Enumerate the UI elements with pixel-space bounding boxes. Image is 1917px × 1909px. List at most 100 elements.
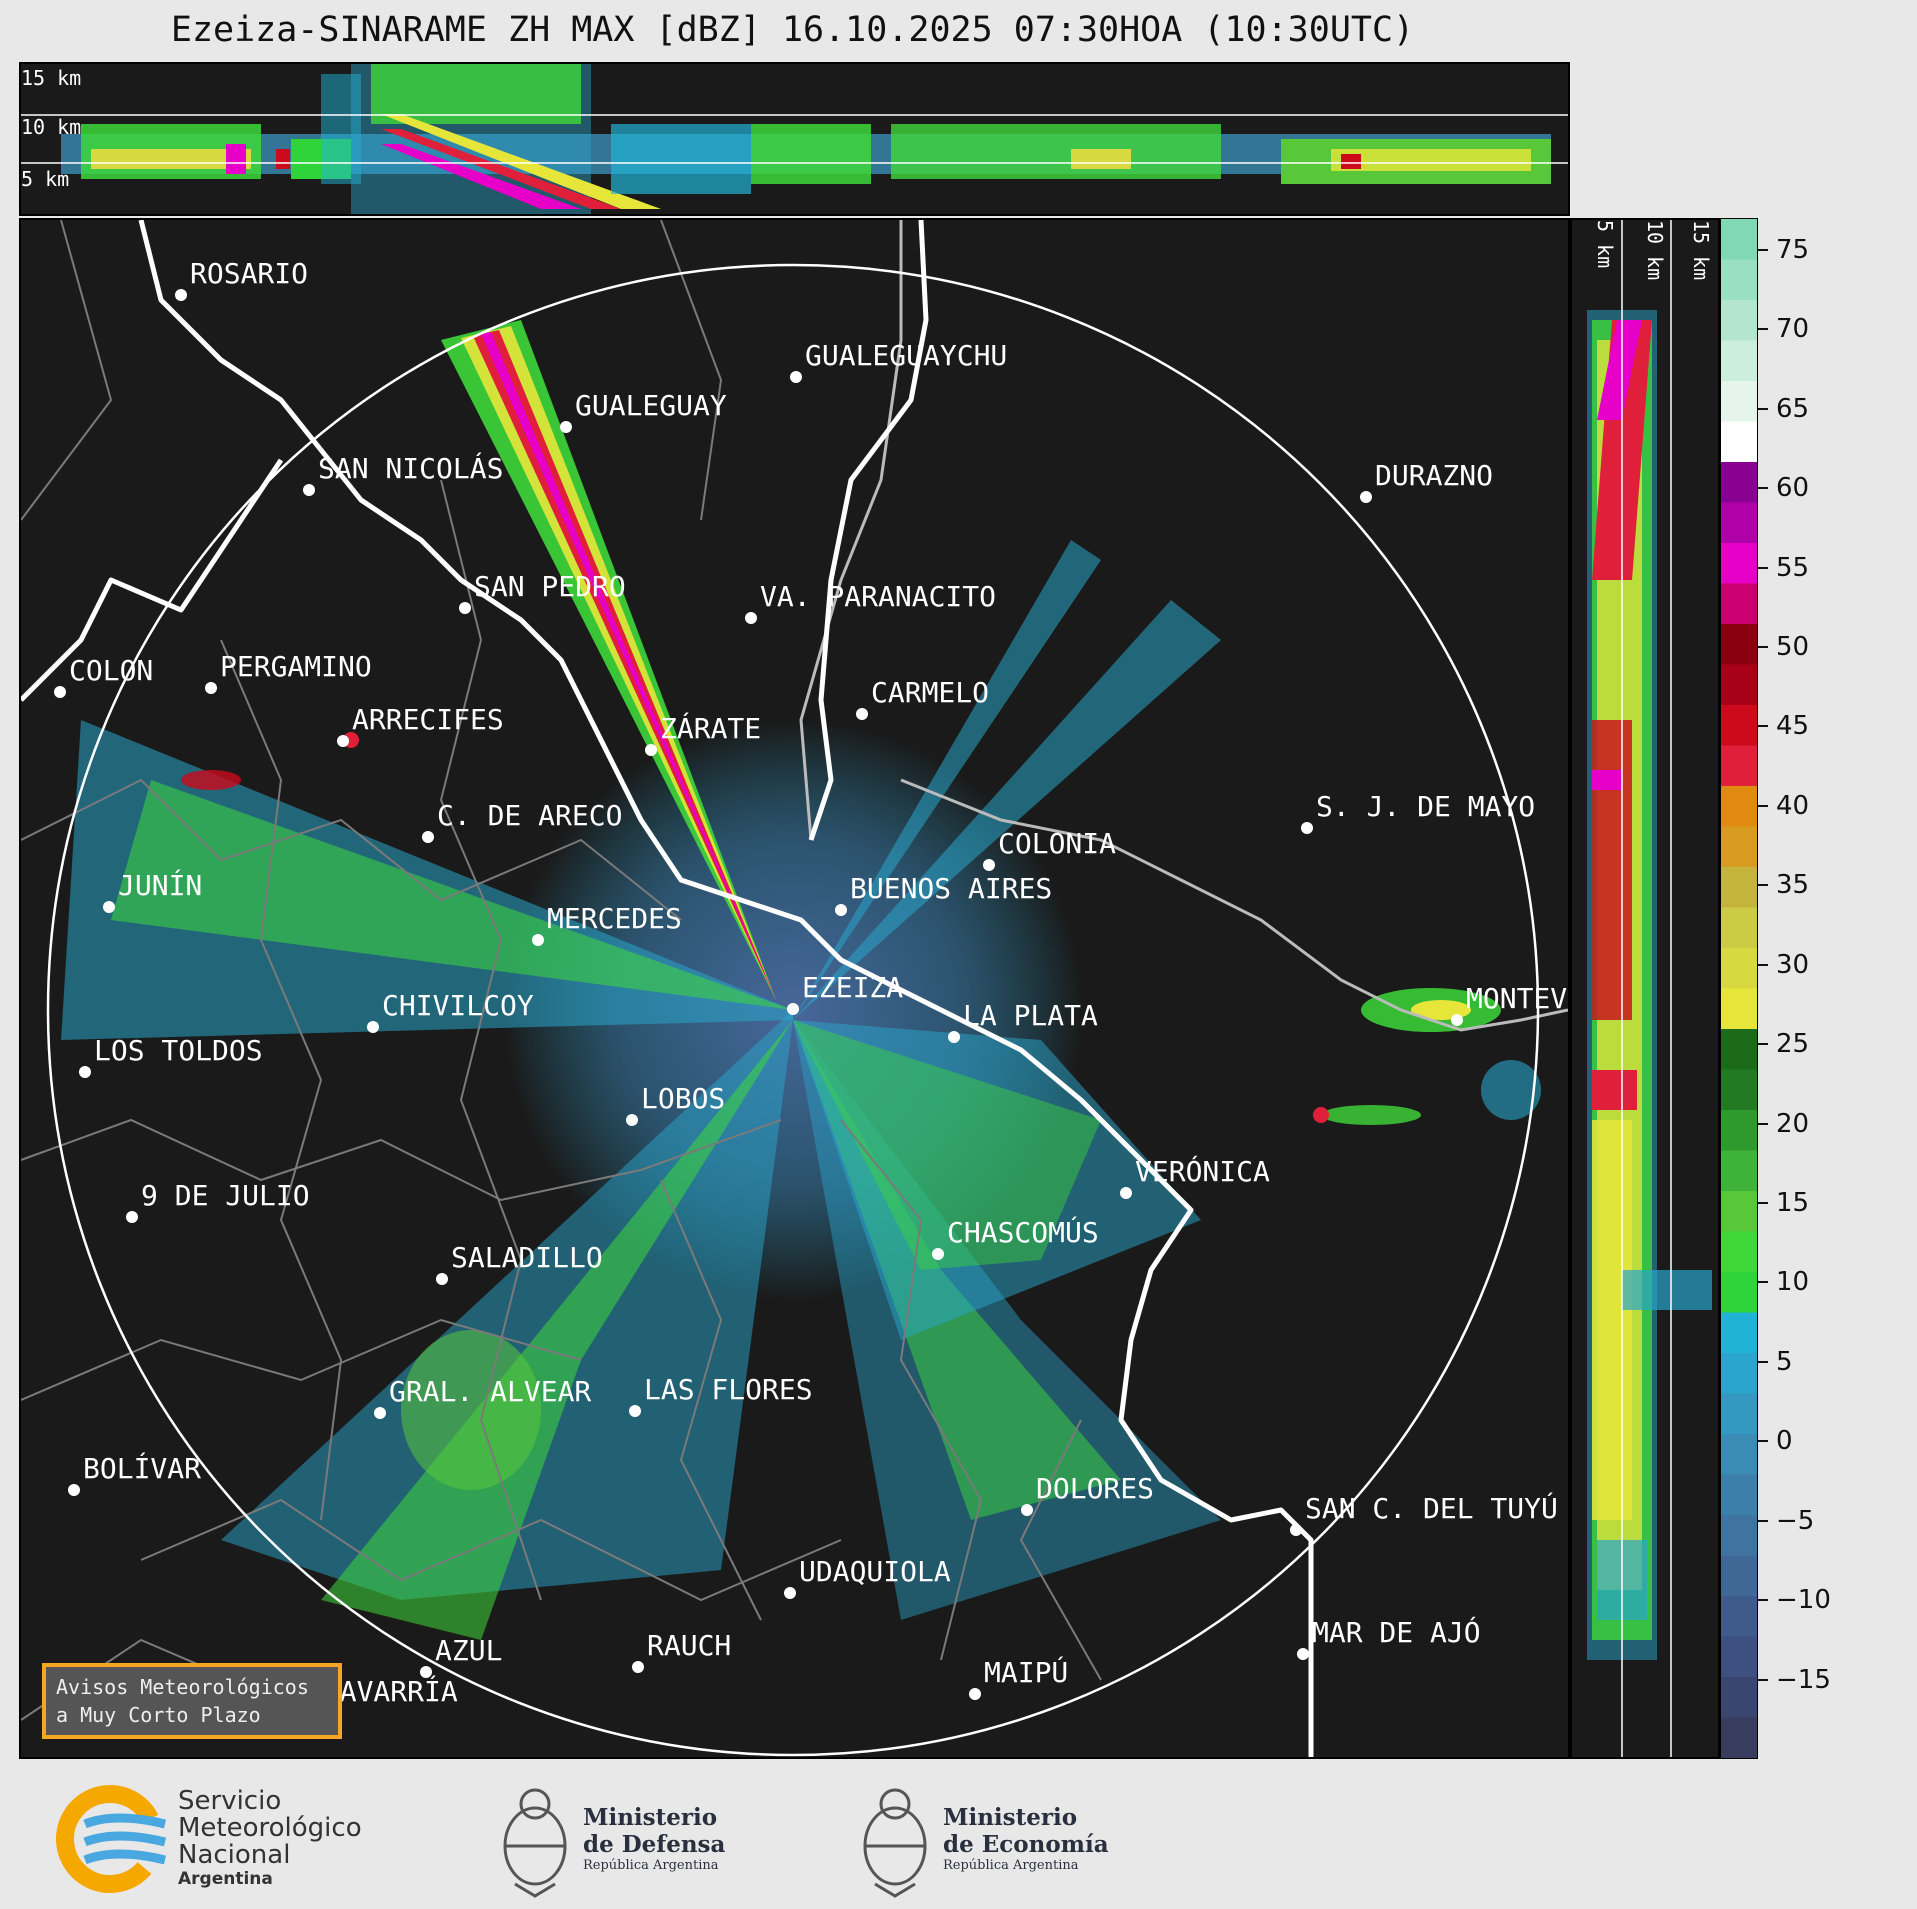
colorbar-tick-mark bbox=[1758, 963, 1768, 966]
colorbar-tick-mark bbox=[1758, 645, 1768, 648]
side-vertical-section: 5 km 10 km 15 km bbox=[1570, 218, 1720, 1759]
colorbar-tick-mark bbox=[1758, 328, 1768, 331]
top-label-10km: 10 km bbox=[21, 115, 81, 139]
side-section-plot: 5 km 10 km 15 km bbox=[1587, 220, 1713, 1757]
top-label-5km: 5 km bbox=[21, 167, 69, 191]
colorbar-tick-label: 70 bbox=[1776, 314, 1810, 345]
defensa-line2: de Defensa bbox=[583, 1831, 726, 1858]
parana-delta bbox=[799, 220, 903, 841]
city-label: LOBOS bbox=[641, 1082, 725, 1115]
colorbar-tick-label: 75 bbox=[1776, 234, 1810, 265]
colorbar-ticks: 75 70 65 60 55 50 45 40 35 30 25 20 15 10 5 0 −5 −10 −15 bbox=[1758, 218, 1908, 1759]
city-label: BOLÍVAR bbox=[83, 1451, 201, 1485]
smn-line3: Nacional bbox=[178, 1840, 291, 1870]
economia-line3: República Argentina bbox=[943, 1858, 1079, 1873]
avisos-line1: Avisos Meteorológicos bbox=[56, 1675, 309, 1699]
city-dot bbox=[629, 1405, 641, 1417]
reflectivity-field bbox=[61, 320, 1541, 1640]
city-dot bbox=[790, 371, 802, 383]
city-dot bbox=[420, 1666, 432, 1678]
colorbar-tick-mark bbox=[1758, 1122, 1768, 1125]
avisos-button[interactable]: Avisos Meteorológicos a Muy Corto Plazo bbox=[42, 1663, 342, 1739]
smn-logo: Servicio Meteorológico Nacional Argentin… bbox=[55, 1784, 395, 1894]
city-label: MONTEVIDEO bbox=[1466, 982, 1568, 1015]
smn-line4: Argentina bbox=[178, 1869, 273, 1889]
city-label: DOLORES bbox=[1036, 1472, 1154, 1505]
city-label: UDAQUIOLA bbox=[799, 1555, 951, 1588]
city-dot bbox=[1120, 1187, 1132, 1199]
side-label-15km: 15 km bbox=[1689, 220, 1713, 280]
uruguay-coast bbox=[900, 778, 1568, 1032]
colorbar-tick-mark bbox=[1758, 1519, 1768, 1522]
colorbar-tick-mark bbox=[1758, 1201, 1768, 1204]
colorbar-tick-label: 5 bbox=[1776, 1346, 1793, 1377]
city-dot bbox=[205, 682, 217, 694]
city-dot bbox=[1301, 822, 1313, 834]
city-label: CHIVILCOY bbox=[382, 989, 534, 1022]
colorbar-tick-mark bbox=[1758, 725, 1768, 728]
top-section-plot: 15 km 10 km 5 km bbox=[21, 64, 1568, 214]
colorbar bbox=[1720, 218, 1758, 1759]
city-dot bbox=[459, 602, 471, 614]
city-dot bbox=[68, 1484, 80, 1496]
city-label: GUALEGUAYCHU bbox=[805, 339, 1007, 372]
city-label: JUNÍN bbox=[118, 868, 202, 902]
city-dot bbox=[175, 289, 187, 301]
city-dot bbox=[103, 901, 115, 913]
city-label: LOS TOLDOS bbox=[94, 1034, 263, 1067]
city-label: GUALEGUAY bbox=[575, 389, 727, 422]
city-label: SALADILLO bbox=[451, 1241, 603, 1274]
city-dot bbox=[1451, 1014, 1463, 1026]
colorbar-tick-label: 45 bbox=[1776, 711, 1810, 742]
footer: Servicio Meteorológico Nacional Argentin… bbox=[0, 1759, 1917, 1909]
radar-title: Ezeiza-SINARAME ZH MAX [dBZ] 16.10.2025 … bbox=[170, 10, 1415, 50]
city-label: CHASCOMÚS bbox=[947, 1215, 1099, 1249]
smn-line1: Servicio bbox=[178, 1786, 282, 1816]
city-dot bbox=[303, 484, 315, 496]
colorbar-tick-label: 55 bbox=[1776, 552, 1810, 583]
colorbar-tick-mark bbox=[1758, 804, 1768, 807]
colorbar-tick-label: 40 bbox=[1776, 790, 1810, 821]
city-dot bbox=[745, 612, 757, 624]
range-ring bbox=[46, 263, 1540, 1757]
city-label: 9 DE JULIO bbox=[141, 1179, 310, 1212]
city-label: VA. PARANACITO bbox=[760, 580, 996, 613]
city-dot bbox=[856, 708, 868, 720]
city-dot bbox=[932, 1248, 944, 1260]
city-dot bbox=[632, 1661, 644, 1673]
top-label-15km: 15 km bbox=[21, 66, 81, 90]
colorbar-tick-mark bbox=[1758, 1360, 1768, 1363]
city-label: GRAL. ALVEAR bbox=[389, 1375, 591, 1408]
colorbar-tick-label: 15 bbox=[1776, 1187, 1810, 1218]
colorbar-tick-label: 10 bbox=[1776, 1267, 1810, 1298]
city-dot bbox=[367, 1021, 379, 1033]
colorbar-tick-label: 35 bbox=[1776, 870, 1810, 901]
economia-logo: Ministerio de Economía República Argenti… bbox=[855, 1774, 1135, 1899]
city-label: SAN C. DEL TUYÚ bbox=[1305, 1491, 1558, 1525]
city-dot bbox=[560, 421, 572, 433]
defensa-line1: Ministerio bbox=[583, 1804, 718, 1831]
defensa-line3: República Argentina bbox=[583, 1858, 719, 1873]
city-dot bbox=[835, 904, 847, 916]
city-dot bbox=[1290, 1524, 1302, 1536]
city-label: EZEIZA bbox=[802, 971, 903, 1004]
economia-line2: de Economía bbox=[943, 1831, 1109, 1858]
city-dot bbox=[79, 1066, 91, 1078]
city-label: MAIPÚ bbox=[984, 1655, 1068, 1689]
city-dot bbox=[983, 859, 995, 871]
smn-line2: Meteorológico bbox=[178, 1813, 362, 1843]
city-label: MAR DE AJÓ bbox=[1312, 1615, 1481, 1649]
city-label: LA PLATA bbox=[963, 999, 1098, 1032]
colorbar-tick-mark bbox=[1758, 1043, 1768, 1046]
city-label: CARMELO bbox=[871, 676, 989, 709]
city-dot bbox=[787, 1003, 799, 1015]
colorbar-tick-mark bbox=[1758, 1599, 1768, 1602]
city-label: C. DE ARECO bbox=[437, 799, 622, 832]
city-markers: ROSARIO GUALEGUAYCHU GUALEGUAY SAN NICOLÁS D… bbox=[54, 257, 1568, 1719]
city-label: BUENOS AIRES bbox=[850, 872, 1052, 905]
city-dot bbox=[626, 1114, 638, 1126]
colorbar-tick-label: 50 bbox=[1776, 631, 1810, 662]
city-label: MERCEDES bbox=[547, 902, 682, 935]
city-dot bbox=[784, 1587, 796, 1599]
coat-of-arms-icon bbox=[503, 1788, 567, 1898]
